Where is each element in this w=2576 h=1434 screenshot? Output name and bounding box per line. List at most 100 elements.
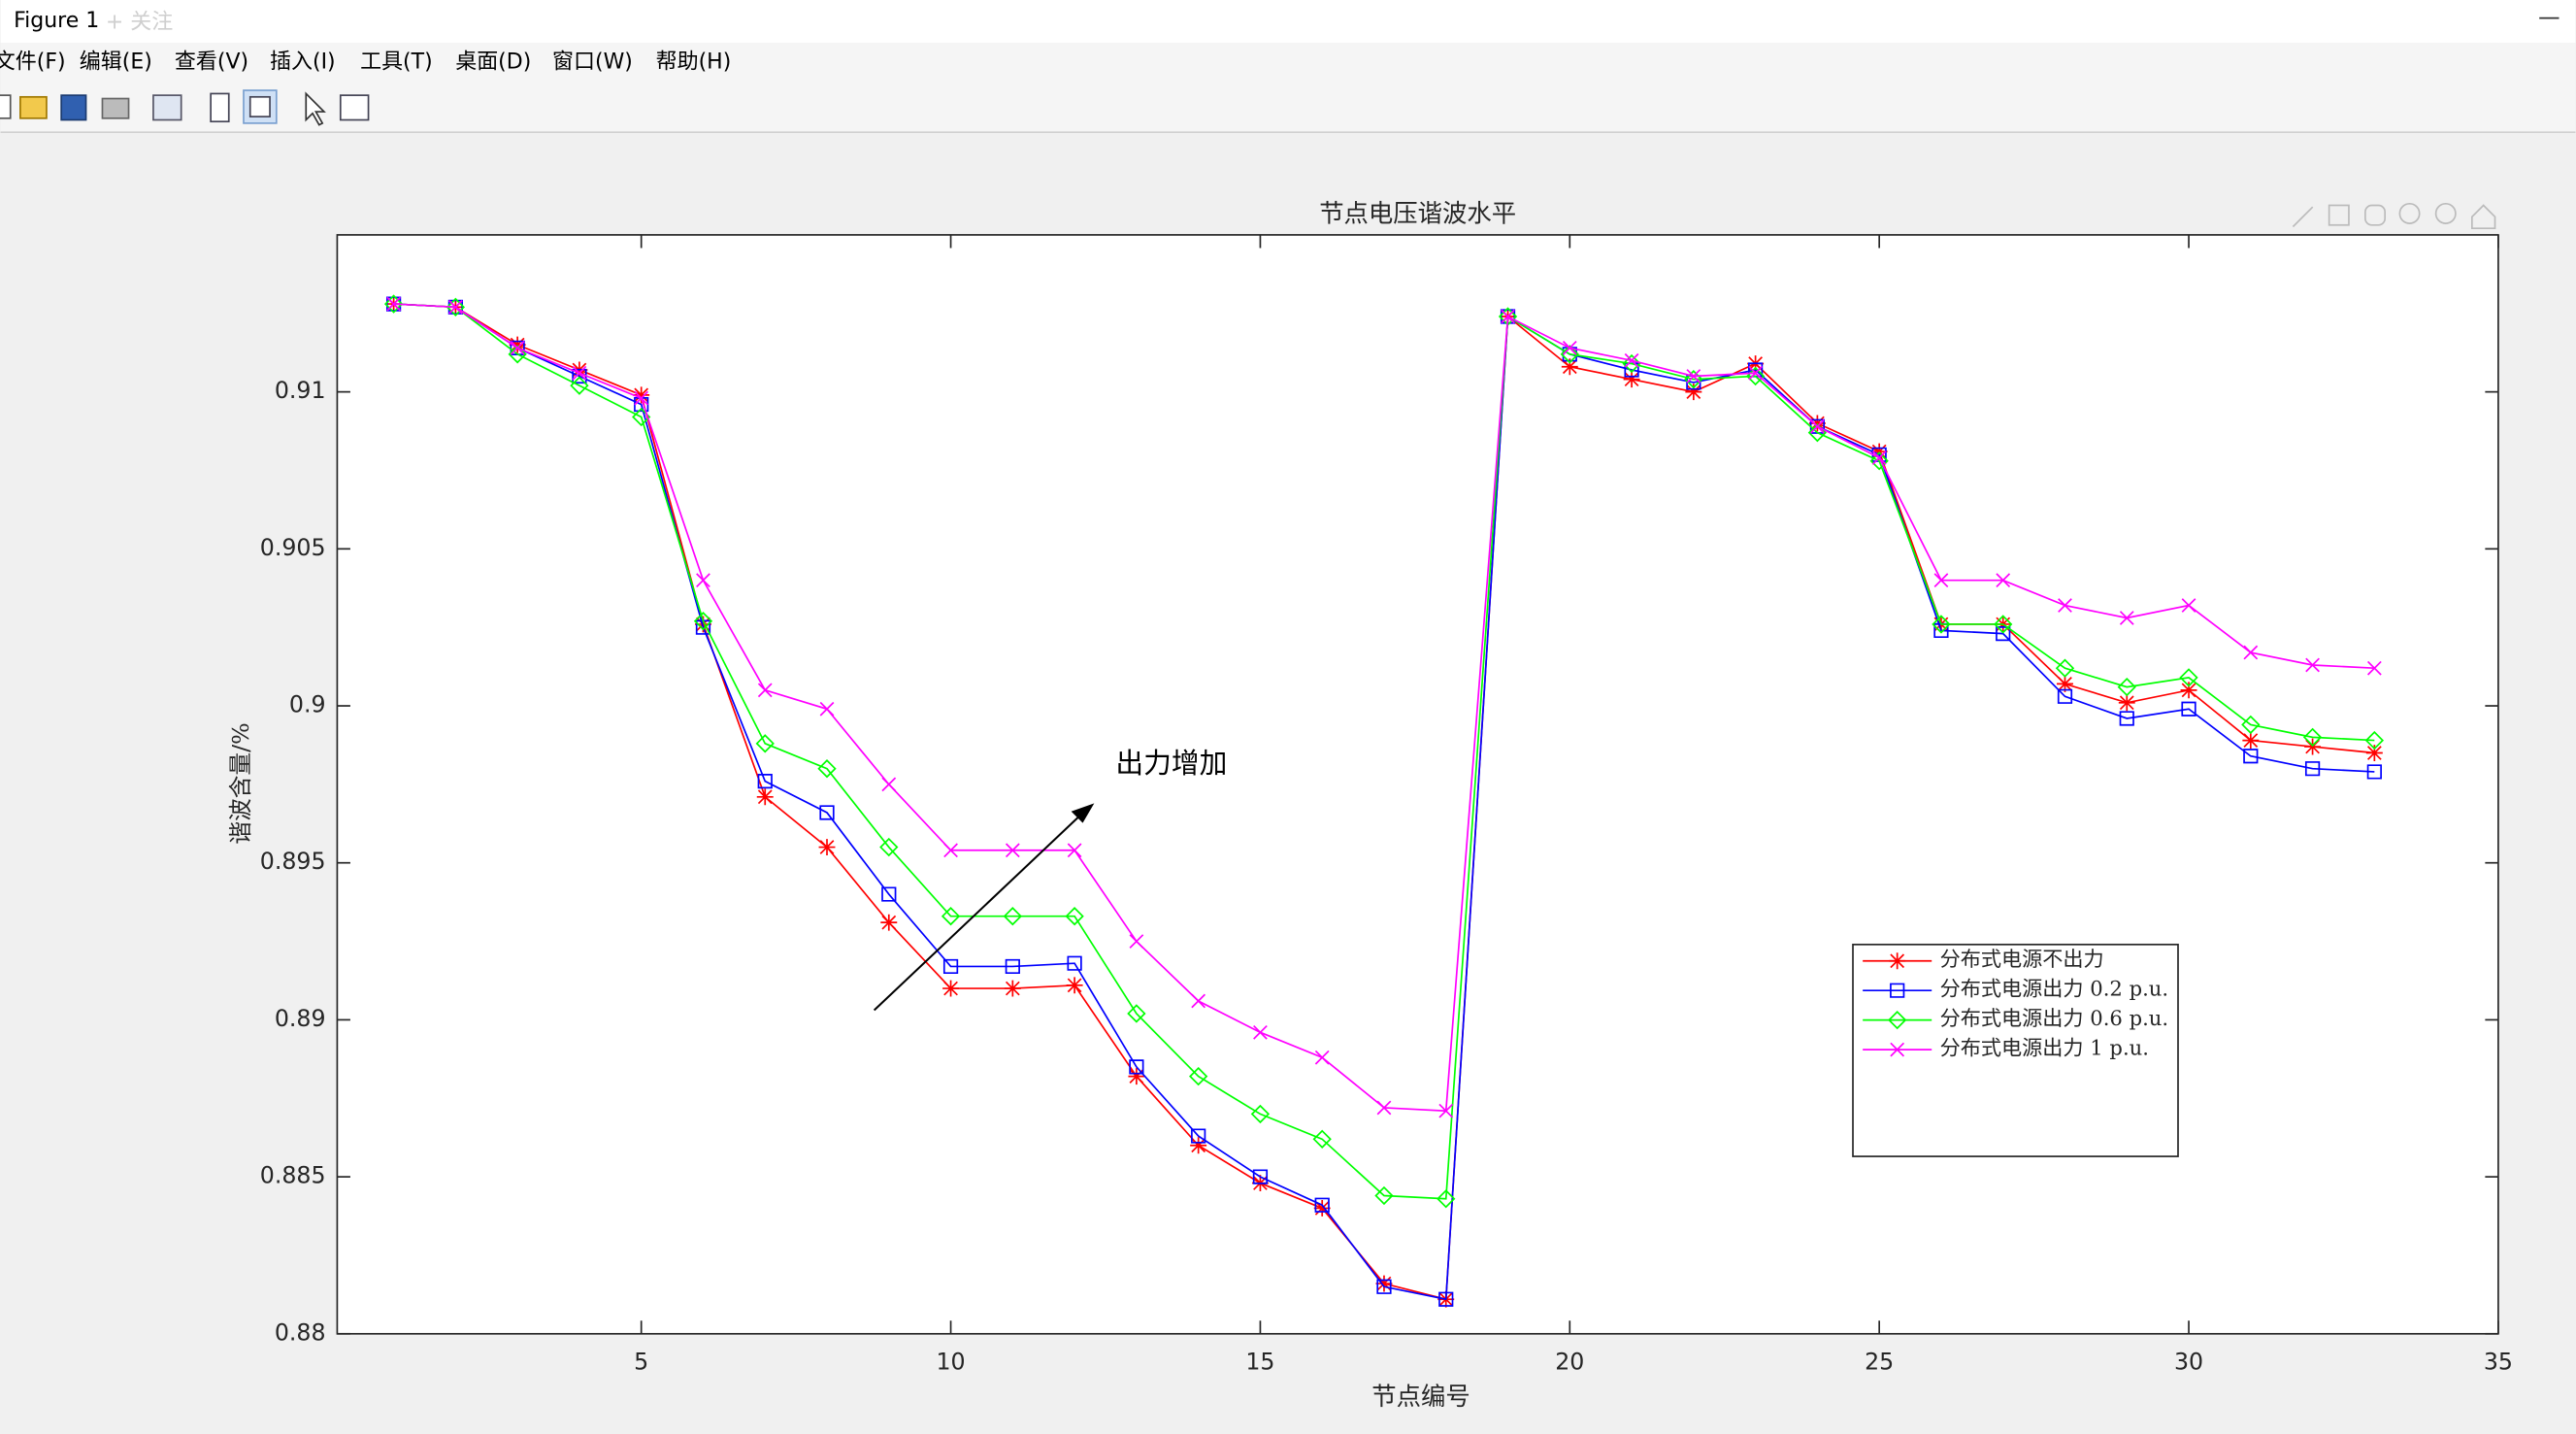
y-tick-label: 0.91 (275, 377, 326, 404)
marker (1996, 573, 2011, 588)
marker (2241, 715, 2261, 735)
plot-area: 5 10 15 20 25 30 35 0.88 0.885 0.89 0.895 0.9 0.905 0… (260, 234, 2513, 1376)
marker (941, 907, 961, 926)
marker (2365, 745, 2383, 761)
colorbar-icon[interactable] (210, 92, 230, 123)
menu-item[interactable]: 编辑(E) (80, 50, 152, 74)
marker (1871, 450, 1887, 465)
brush-tool[interactable] (2292, 206, 2314, 228)
marker (1560, 345, 1579, 364)
toolbar (0, 82, 2576, 132)
legend-icon-inner (248, 95, 271, 117)
series-line (393, 303, 2375, 1301)
datatip-tool[interactable] (2328, 204, 2350, 226)
marker (1623, 371, 1640, 388)
marker (2364, 730, 2385, 750)
marker (2180, 682, 2197, 699)
marker (1067, 843, 1082, 858)
menu-item[interactable]: 插入(I) (270, 50, 336, 74)
marker (2119, 611, 2134, 625)
marker (2181, 598, 2196, 613)
marker (1127, 1004, 1146, 1023)
axes-background (337, 234, 2498, 1334)
marker (1314, 1050, 1330, 1065)
x-axis-label: 节点编号 (1371, 1382, 1470, 1411)
marker (1437, 1189, 1456, 1209)
marker (1810, 418, 1825, 434)
legend-label: 分布式电源出力 0.2 p.u. (1940, 977, 2168, 1001)
window-title: Figure 1 (14, 9, 99, 33)
marker (1066, 977, 1083, 994)
marker (2055, 658, 2075, 678)
x-tick-label: 10 (937, 1349, 966, 1376)
print-icon[interactable] (101, 97, 130, 119)
marker (1870, 443, 1888, 460)
marker (2179, 668, 2198, 687)
menu-item[interactable]: 帮助(H) (656, 50, 732, 74)
marker (1748, 362, 1764, 378)
marker (2117, 677, 2136, 697)
pan-tool[interactable] (2364, 204, 2387, 226)
pointer-icon[interactable] (305, 91, 326, 126)
marker (383, 294, 404, 314)
menu-item[interactable]: 桌面(D) (455, 50, 531, 74)
legend-label: 分布式电源出力 1 p.u. (1940, 1036, 2149, 1060)
zoom-in-tool[interactable] (2398, 202, 2421, 224)
marker (1888, 1010, 1907, 1030)
chart-title: 节点电压谐波水平 (1319, 199, 1516, 228)
arrow-head (1071, 803, 1095, 823)
marker (1313, 1199, 1331, 1217)
marker (634, 390, 649, 406)
property-icon[interactable] (339, 94, 370, 121)
marker (755, 734, 775, 753)
y-tick-label: 0.88 (275, 1318, 326, 1346)
follow-button[interactable]: + 关注 (106, 11, 173, 35)
marker (880, 914, 898, 931)
marker (1067, 955, 1082, 971)
marker (1191, 993, 1206, 1009)
marker (881, 886, 897, 902)
open-icon[interactable] (19, 95, 48, 119)
marker (2305, 657, 2320, 673)
marker (2119, 711, 2134, 726)
marker (1808, 415, 1826, 432)
new-icon[interactable] (0, 94, 12, 119)
menu-item[interactable]: 窗口(W) (552, 50, 633, 74)
y-axis-label: 谐波含量/% (227, 722, 254, 844)
marker (1312, 1129, 1332, 1149)
marker (1250, 1104, 1271, 1124)
marker (1191, 1128, 1206, 1144)
x-tick-label: 20 (1555, 1349, 1584, 1376)
marker (1996, 626, 2011, 642)
home-tool[interactable] (2470, 204, 2496, 230)
marker (1869, 451, 1889, 471)
menu: 文件(F) 编辑(E) 查看(V) 插入(I) 工具(T) 桌面(D) 窗口(W) 帮助(H) (0, 50, 731, 74)
marker (756, 788, 774, 806)
marker (1129, 1059, 1144, 1075)
marker (2243, 645, 2259, 660)
marker (2181, 701, 2196, 717)
menu-bar (0, 42, 2576, 83)
marker (1004, 980, 1021, 997)
marker (2304, 738, 2322, 755)
marker (818, 839, 836, 856)
menu-item[interactable]: 文件(F) (0, 50, 66, 74)
link-icon[interactable] (152, 94, 182, 121)
marker (942, 980, 960, 997)
marker (881, 777, 897, 792)
menu-item[interactable]: 工具(T) (360, 50, 433, 74)
marker (1375, 1275, 1393, 1292)
marker (1189, 1066, 1208, 1086)
menu-item[interactable]: 查看(V) (175, 50, 248, 74)
y-tick-label: 0.89 (275, 1005, 326, 1032)
marker (1748, 365, 1763, 381)
zoom-out-tool[interactable] (2434, 202, 2457, 224)
marker (693, 612, 713, 631)
marker (1374, 1185, 1394, 1206)
save-icon[interactable] (60, 94, 87, 121)
axes-box (336, 234, 2499, 1335)
marker (1190, 1137, 1207, 1154)
